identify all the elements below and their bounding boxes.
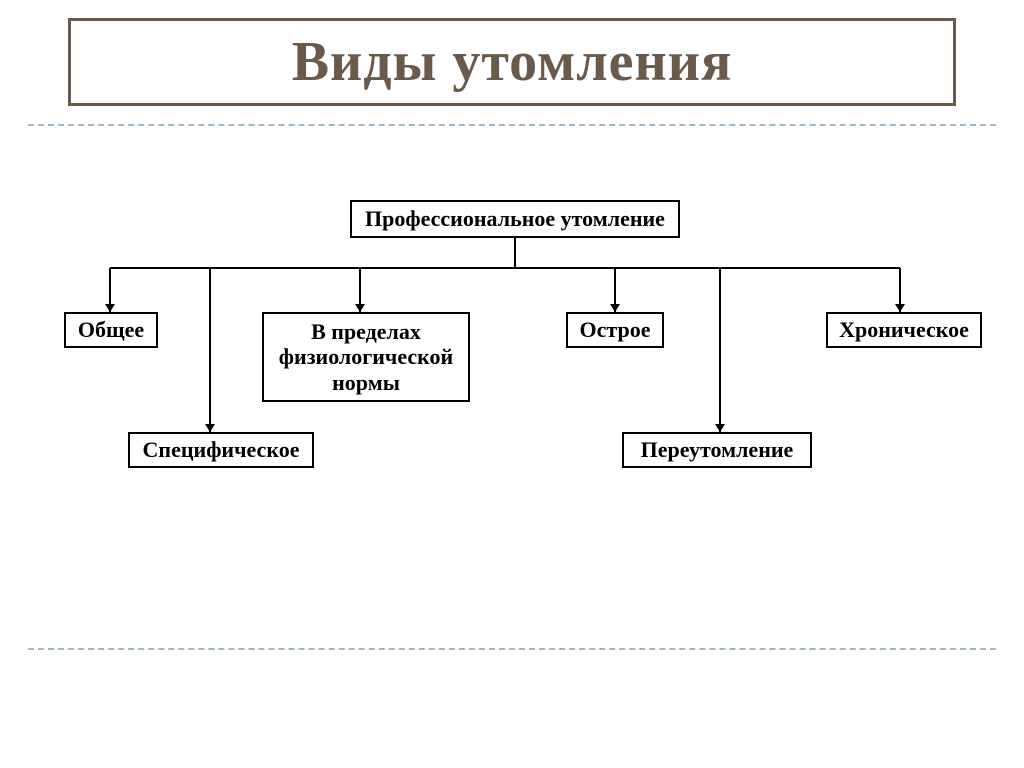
- node-acute: Острое: [566, 312, 664, 348]
- node-general-label: Общее: [78, 317, 144, 342]
- node-general: Общее: [64, 312, 158, 348]
- title-frame: Виды утомления: [68, 18, 956, 106]
- node-physiological-norm-label: В пределах физиологической нормы: [270, 319, 462, 395]
- node-root-label: Профессиональное утомление: [365, 206, 665, 231]
- node-overfatigue-label: Переутомление: [641, 437, 794, 462]
- node-physiological-norm: В пределах физиологической нормы: [262, 312, 470, 402]
- node-root: Профессиональное утомление: [350, 200, 680, 238]
- divider-bottom: [28, 648, 996, 650]
- node-specific-label: Специфическое: [143, 437, 300, 462]
- node-overfatigue: Переутомление: [622, 432, 812, 468]
- node-acute-label: Острое: [580, 317, 651, 342]
- page-title: Виды утомления: [292, 30, 733, 94]
- node-chronic-label: Хроническое: [839, 317, 969, 342]
- diagram-edges: [0, 0, 1024, 768]
- node-chronic: Хроническое: [826, 312, 982, 348]
- node-specific: Специфическое: [128, 432, 314, 468]
- divider-top: [28, 124, 996, 126]
